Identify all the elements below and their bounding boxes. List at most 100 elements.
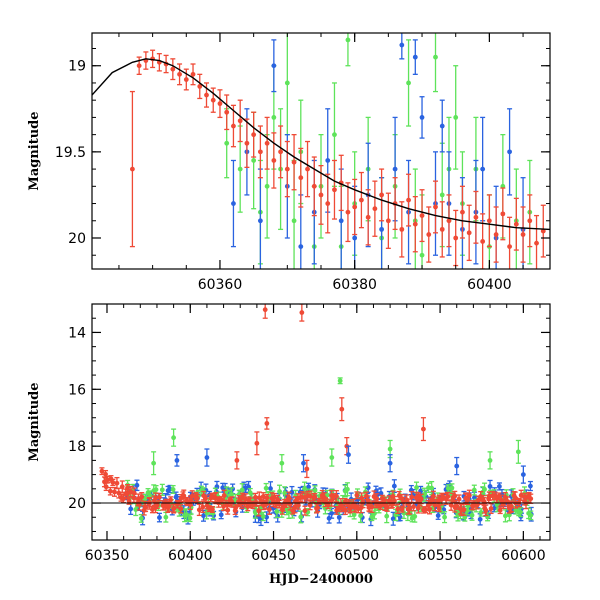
top-green-point-marker xyxy=(264,183,270,189)
bottom-blue-outlier-point xyxy=(204,448,210,467)
bottom-green-point-marker xyxy=(229,492,235,497)
bottom-red-point xyxy=(196,503,202,517)
bottom-green-outlier-point xyxy=(151,451,157,476)
top-red-point xyxy=(379,168,385,222)
bottom-red-point xyxy=(315,502,321,513)
bottom-red-point xyxy=(189,490,195,503)
bottom-red-point-marker xyxy=(153,495,159,501)
bottom-green-point xyxy=(469,509,475,521)
top-blue-point xyxy=(480,116,486,222)
bottom-red-point-marker xyxy=(316,498,322,504)
bottom-red-point-marker xyxy=(369,504,375,510)
bottom-y-tick-label: 18 xyxy=(68,439,86,455)
top-blue-point xyxy=(412,39,418,75)
bottom-green-outlier-point xyxy=(279,454,285,473)
bottom-blue-point-marker xyxy=(329,510,335,516)
bottom-red-point xyxy=(409,490,415,503)
bottom-green-point-marker xyxy=(503,513,508,519)
bottom-green-point xyxy=(138,513,144,523)
top-red-point xyxy=(352,178,358,236)
bottom-red-point-marker xyxy=(452,493,458,499)
top-red-point-marker xyxy=(359,197,364,203)
bottom-red-outlier-point-marker xyxy=(254,440,260,446)
top-red-point xyxy=(513,197,519,251)
bottom-blue-point-marker xyxy=(435,513,441,518)
bottom-red-point-marker xyxy=(295,502,301,508)
bottom-red-point-marker xyxy=(200,504,206,510)
bottom-red-point-marker xyxy=(382,498,387,503)
top-red-point xyxy=(129,90,135,248)
bottom-green-point-marker xyxy=(528,512,534,518)
bottom-red-point xyxy=(452,490,458,502)
top-red-point xyxy=(257,125,263,179)
bottom-red-point xyxy=(466,489,472,502)
top-blue-point-marker xyxy=(257,218,263,224)
bottom-green-outlier-point xyxy=(515,439,521,464)
bottom-red-point-marker xyxy=(103,471,108,477)
bottom-red-point xyxy=(342,505,348,516)
bottom-green-point-marker xyxy=(133,507,139,512)
bottom-red-point xyxy=(302,492,308,503)
top-red-point-marker xyxy=(237,118,243,124)
top-red-point xyxy=(439,201,445,258)
bottom-x-tick-label: 60400 xyxy=(168,548,213,564)
bottom-blue-point xyxy=(496,482,502,491)
top-red-point xyxy=(419,189,425,243)
bottom-green-point xyxy=(298,510,304,524)
top-red-point-marker xyxy=(365,214,371,220)
bottom-red-point xyxy=(264,493,270,502)
bottom-green-point-marker xyxy=(138,516,144,521)
bottom-blue-point-marker xyxy=(218,512,224,518)
bottom-blue-outlier-point-marker xyxy=(346,452,351,458)
top-red-point-marker xyxy=(399,226,405,232)
top-red-point xyxy=(446,194,452,248)
top-red-point xyxy=(177,63,183,86)
top-y-tick-label: 19.5 xyxy=(55,145,86,161)
bottom-red-point xyxy=(107,486,113,496)
top-blue-point xyxy=(271,39,277,93)
bottom-red-outlier-point-marker xyxy=(264,421,270,426)
bottom-blue-point-marker xyxy=(378,490,384,496)
top-red-point-marker xyxy=(332,187,337,193)
bottom-blue-point-marker xyxy=(128,506,134,512)
bottom-red-point-marker xyxy=(483,507,489,513)
top-blue-point-marker xyxy=(379,226,385,232)
top-red-point-marker xyxy=(311,183,317,189)
top-red-point-marker xyxy=(540,228,546,234)
top-green-point-marker xyxy=(237,166,243,172)
bottom-red-point-marker xyxy=(266,507,272,512)
bottom-green-point-marker xyxy=(351,512,357,518)
bottom-blue-outlier-point xyxy=(301,454,307,473)
bottom-y-tick-label: 16 xyxy=(68,382,86,398)
top-red-point-marker xyxy=(210,97,216,103)
top-red-point xyxy=(311,156,317,217)
bottom-y-tick-label: 14 xyxy=(68,325,86,341)
bottom-green-outlier-point xyxy=(337,377,343,385)
bottom-green-point-marker xyxy=(274,509,280,514)
top-red-point xyxy=(412,195,418,253)
top-green-point-marker xyxy=(419,252,425,258)
bottom-x-tick-label: 60500 xyxy=(335,548,380,564)
bottom-green-outlier-point xyxy=(171,428,177,447)
top-red-point-marker xyxy=(426,232,432,237)
bottom-red-point xyxy=(110,478,116,487)
bottom-green-point-marker xyxy=(422,491,428,497)
top-red-point xyxy=(466,204,472,262)
bottom-green-point xyxy=(502,509,508,523)
top-red-point-marker xyxy=(507,244,512,250)
top-red-point xyxy=(224,94,230,131)
top-red-point xyxy=(358,171,364,229)
bottom-red-point-marker xyxy=(528,496,534,502)
top-red-point-marker xyxy=(278,149,283,155)
top-red-point-marker xyxy=(298,175,304,181)
top-red-point-marker xyxy=(473,214,479,220)
top-red-point xyxy=(305,140,311,198)
bottom-blue-point-marker xyxy=(306,484,311,490)
bottom-red-point-marker xyxy=(256,508,262,514)
bottom-green-point-marker xyxy=(518,509,523,515)
bottom-red-outlier-point-marker xyxy=(339,406,345,412)
bottom-blue-point-marker xyxy=(528,483,533,489)
top-red-point xyxy=(183,68,189,91)
bottom-red-point-marker xyxy=(156,494,162,500)
bottom-red-point xyxy=(103,482,109,492)
